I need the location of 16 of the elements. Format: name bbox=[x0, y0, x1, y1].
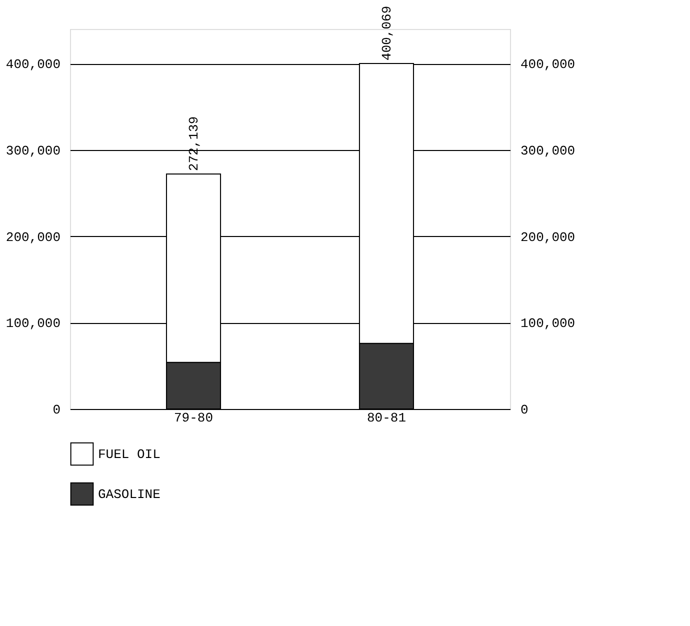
y-tick-label: 200,000 bbox=[6, 230, 60, 245]
y-tick-label: 300,000 bbox=[6, 143, 60, 158]
legend-label: GASOLINE bbox=[98, 487, 161, 502]
y2-tick-label: 400,000 bbox=[520, 57, 576, 72]
y-tick-label: 100,000 bbox=[6, 316, 60, 332]
y2-tick-label: 200,000 bbox=[520, 230, 576, 245]
y2-tick-label: 0 bbox=[520, 402, 528, 418]
total-label: 272,139 bbox=[186, 116, 202, 171]
total-label: 400,069 bbox=[379, 6, 394, 60]
y2-tick-label: 100,000 bbox=[520, 316, 576, 332]
x-tick-label: 80-81 bbox=[366, 410, 406, 426]
x-tick-label: 79-80 bbox=[174, 410, 214, 426]
y-tick-label: 400,000 bbox=[6, 57, 60, 72]
y2-tick-label: 300,000 bbox=[520, 143, 576, 158]
y-tick-label: 0 bbox=[52, 402, 60, 418]
legend-label: FUEL OIL bbox=[98, 447, 160, 462]
